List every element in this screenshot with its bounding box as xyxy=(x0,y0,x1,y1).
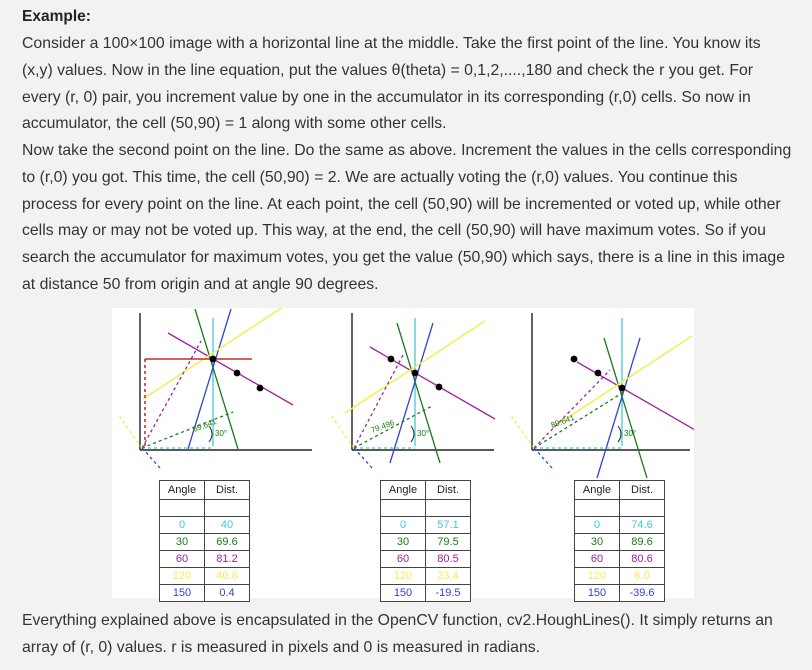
example-heading: Example: xyxy=(22,8,91,25)
line-theta-150 xyxy=(389,322,434,464)
cell-angle: 60 xyxy=(159,550,205,568)
table-panel-3: Angle Dist. 0 74.6 30 89.6 60 80.6 120 6.0 15… xyxy=(574,480,665,602)
paragraph-opencv: Everything explained above is encapsulat… xyxy=(22,612,773,656)
cell-dist: -19.5 xyxy=(425,584,471,602)
dist-theta-150 xyxy=(533,447,553,469)
line-theta-150 xyxy=(596,337,641,479)
cell-angle: 0 xyxy=(159,516,205,534)
cell-angle: 120 xyxy=(159,567,205,585)
line-theta-120 xyxy=(344,320,486,414)
cell-dist: 23.4 xyxy=(425,567,471,585)
hough-diagrams: 30°69.641 30°79.496 30°89.641 xyxy=(117,308,694,479)
angle-label: 30° xyxy=(417,429,429,438)
cell-angle: 60 xyxy=(574,550,620,568)
angle-label: 30° xyxy=(624,429,636,438)
cell-dist: -39.6 xyxy=(619,584,665,602)
cell-angle: 150 xyxy=(574,584,620,602)
line-point xyxy=(594,369,602,377)
cell-angle: 0 xyxy=(380,516,426,534)
line-point xyxy=(618,384,626,392)
angle-label: 30° xyxy=(215,429,227,438)
angle-arc xyxy=(208,425,213,443)
line-theta-30 xyxy=(396,322,441,464)
line-theta-120 xyxy=(551,335,693,429)
cell-dist: 74.6 xyxy=(619,516,665,534)
line-point xyxy=(209,355,217,363)
cell-dist: 81.2 xyxy=(204,550,250,568)
table-panel-1: Angle Dist. 0 40 30 69.6 60 81.2 120 40.6 150… xyxy=(159,480,250,602)
table-panel-2: Angle Dist. 0 57.1 30 79.5 60 80.5 120 23.4 1… xyxy=(380,480,471,602)
dist-theta-120 xyxy=(117,413,143,449)
cell-angle: 30 xyxy=(159,533,205,551)
cell-angle: 30 xyxy=(380,533,426,551)
line-theta-60 xyxy=(167,332,294,406)
header-dist: Dist. xyxy=(619,480,665,500)
dist-theta-30 xyxy=(141,411,234,449)
paragraph-voting: Now take the second point on the line. D… xyxy=(22,142,792,293)
line-point xyxy=(570,355,578,363)
cell-angle: 150 xyxy=(380,584,426,602)
dist-theta-150 xyxy=(141,447,161,469)
cell-dist: 6.0 xyxy=(619,567,665,585)
line-theta-120 xyxy=(142,308,283,400)
header-angle: Angle xyxy=(380,480,426,500)
cell-angle: 120 xyxy=(574,567,620,585)
cell-angle: 120 xyxy=(380,567,426,585)
cell-dist: 79.5 xyxy=(425,533,471,551)
cell-angle: 0 xyxy=(574,516,620,534)
distance-label: 89.641 xyxy=(550,413,577,430)
header-dist: Dist. xyxy=(204,480,250,500)
cell-dist: 89.6 xyxy=(619,533,665,551)
cell-dist: 69.6 xyxy=(204,533,250,551)
header-dist: Dist. xyxy=(425,480,471,500)
line-point xyxy=(233,369,241,377)
dist-theta-60 xyxy=(533,369,611,449)
angle-arc xyxy=(617,425,622,443)
line-theta-150 xyxy=(187,308,232,450)
dist-theta-30 xyxy=(353,405,433,449)
cell-dist: 0.4 xyxy=(204,584,250,602)
cell-angle: 30 xyxy=(574,533,620,551)
cell-dist: 80.5 xyxy=(425,550,471,568)
dist-theta-150 xyxy=(353,447,373,469)
cell-dist: 80.6 xyxy=(619,550,665,568)
cell-dist: 57.1 xyxy=(425,516,471,534)
cell-angle: 150 xyxy=(159,584,205,602)
line-theta-30 xyxy=(603,337,648,479)
hough-figure: 30° 69.641 30° 79.496 30° 89.641 Angle Dist. 0… xyxy=(112,308,694,602)
cell-angle: 60 xyxy=(380,550,426,568)
line-theta-30 xyxy=(194,308,239,450)
header-angle: Angle xyxy=(574,480,620,500)
paragraph-accumulator: Consider a 100×100 image with a horizont… xyxy=(22,35,761,133)
line-point xyxy=(387,355,395,363)
line-point xyxy=(411,369,419,377)
dist-theta-120 xyxy=(329,413,355,449)
dist-theta-60 xyxy=(141,340,202,449)
line-point xyxy=(256,384,264,392)
header-angle: Angle xyxy=(159,480,205,500)
line-point xyxy=(435,383,443,391)
cell-dist: 40 xyxy=(204,516,250,534)
angle-arc xyxy=(410,425,415,443)
dist-theta-120 xyxy=(509,413,535,449)
cell-dist: 40.6 xyxy=(204,567,250,585)
dist-theta-30 xyxy=(533,389,628,449)
